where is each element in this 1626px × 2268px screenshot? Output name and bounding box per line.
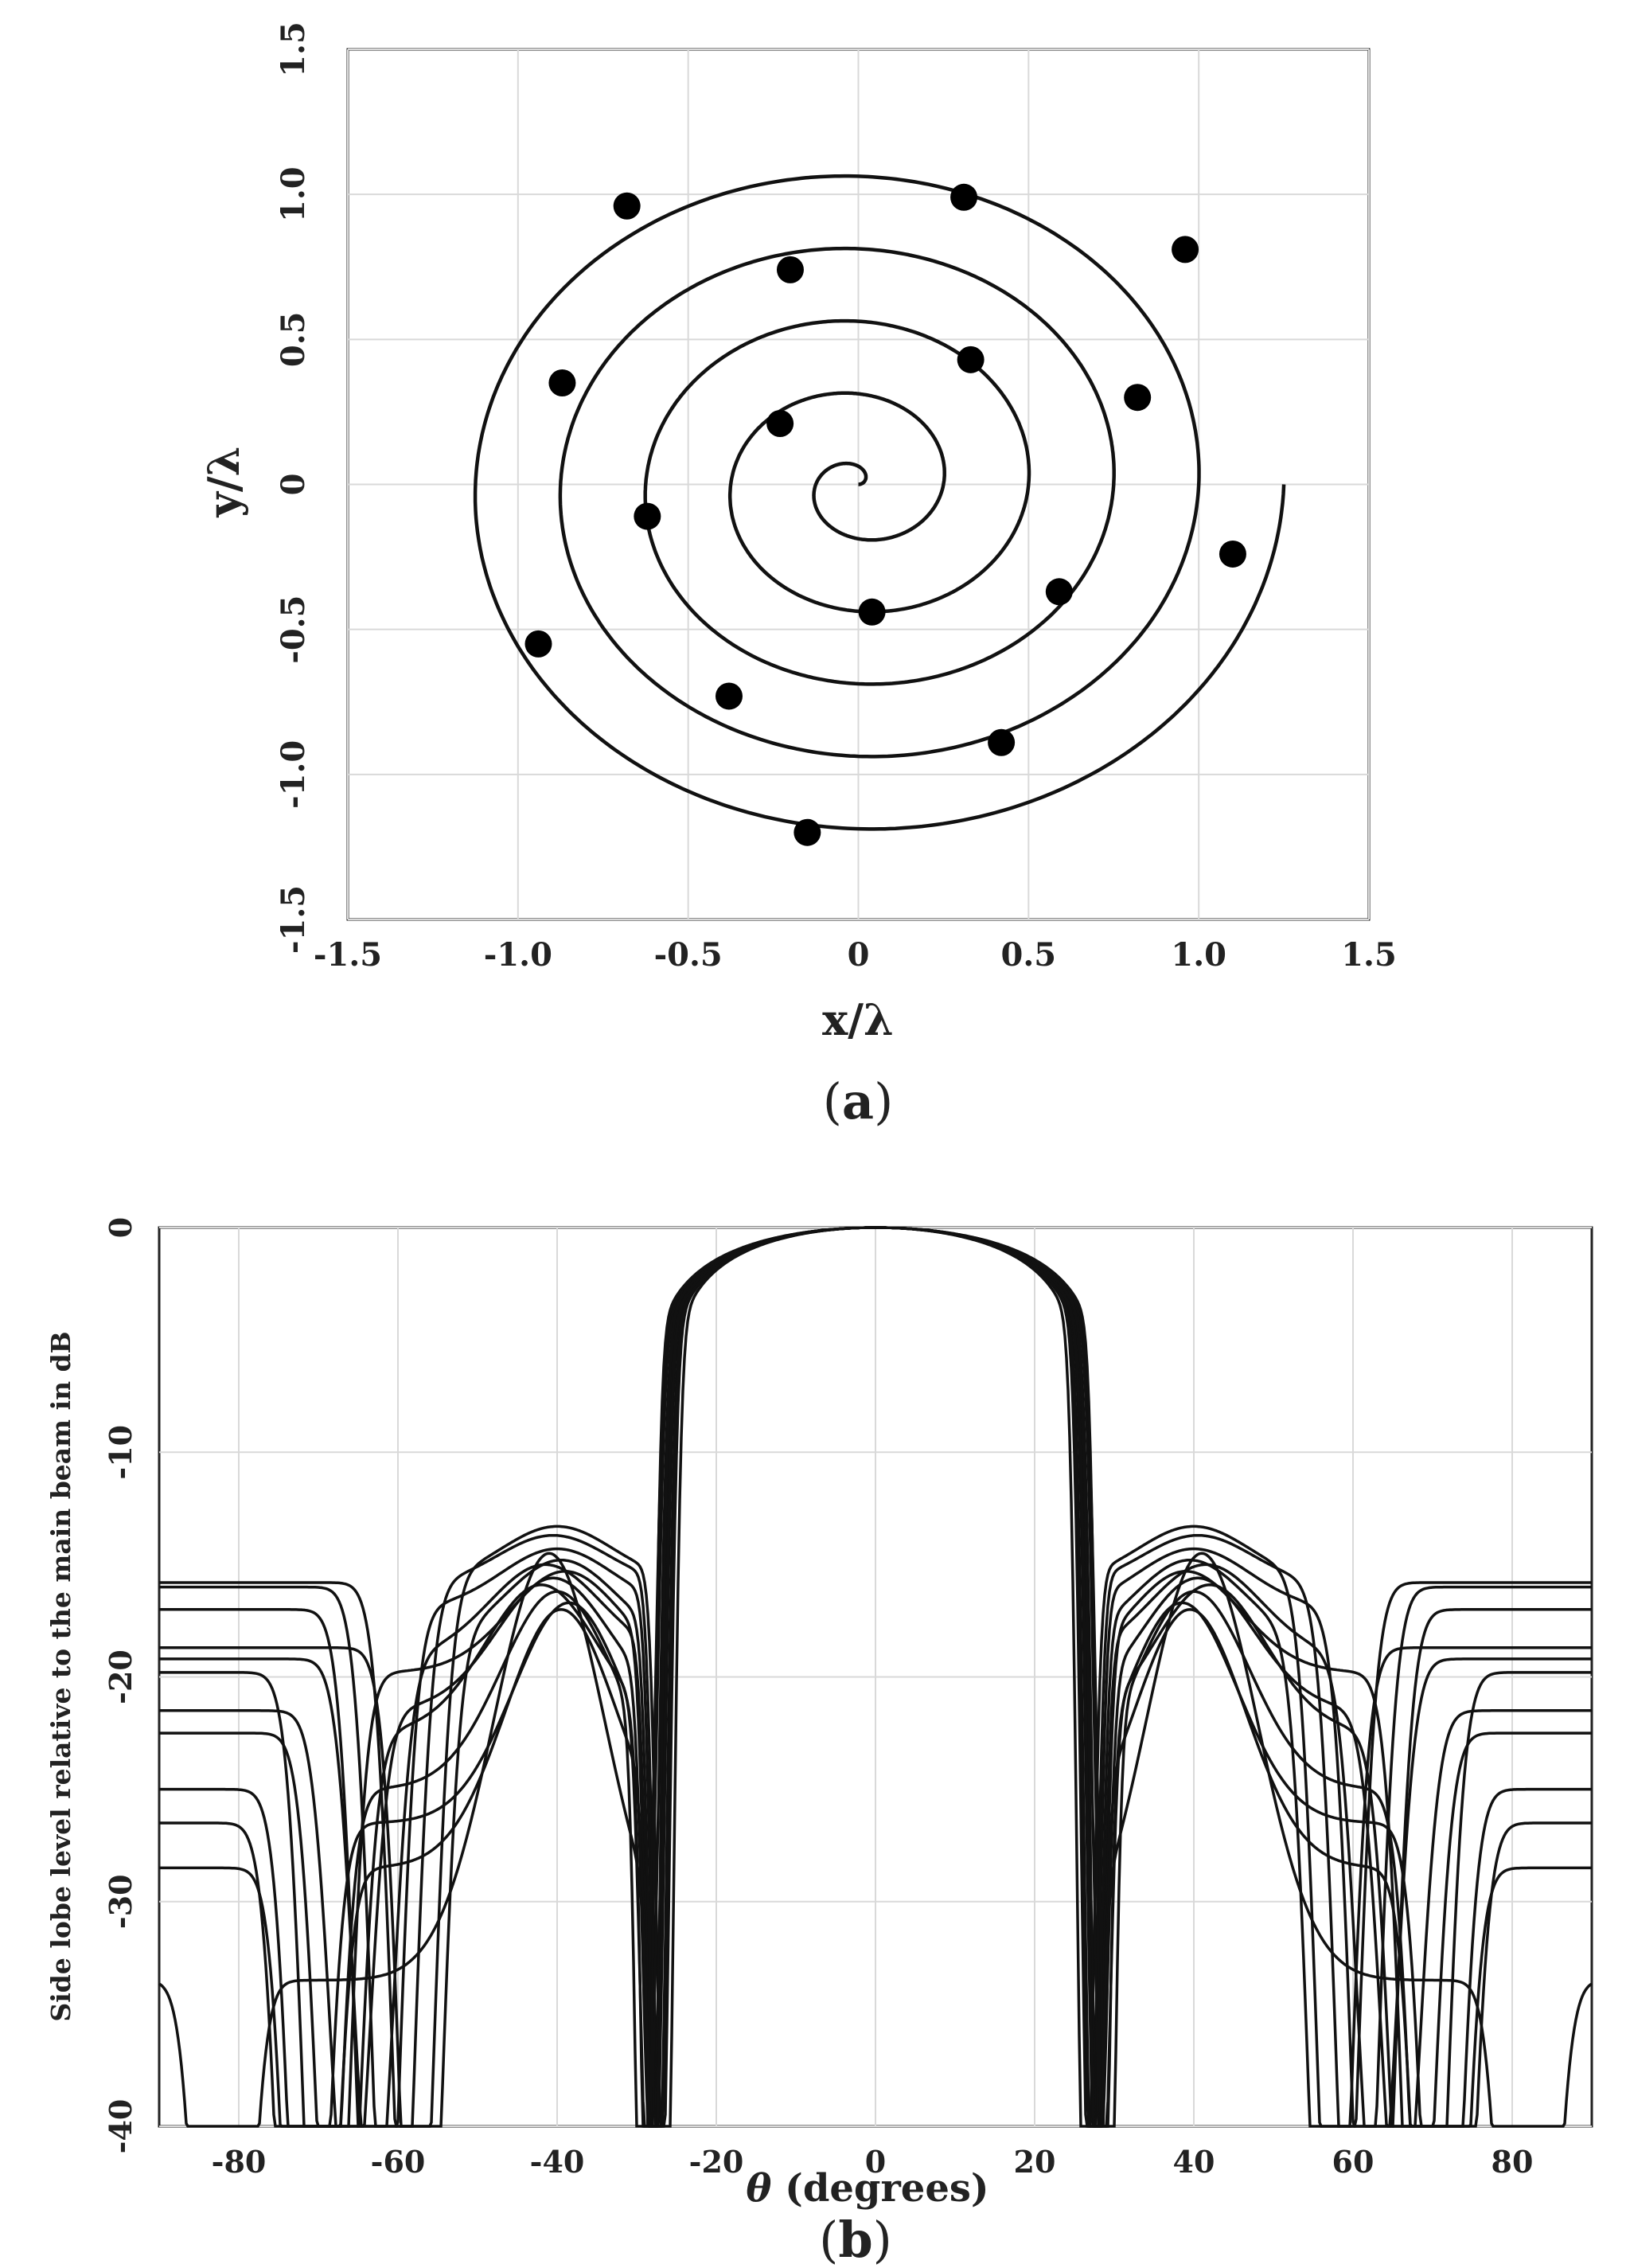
array-element-point [1045,578,1073,606]
y-tick-label: 0 [103,1217,138,1238]
y-tick-label: 1.0 [275,166,312,222]
y-tick-label: 1.5 [275,21,312,77]
x-tick-label: -80 [212,2144,267,2180]
array-element-point [548,369,576,396]
array-element-point [794,818,821,846]
array-element-point [957,345,985,373]
x-tick-label: -0.5 [654,936,723,974]
x-tick-label: 0 [848,936,870,974]
array-element-point [1219,540,1246,568]
side-lobe-pattern-plot: -80 -60 -40 -20 0 20 40 60 80 0 -10 -20 -30 -40 θ (d… [45,1217,1593,2268]
array-element-point [715,682,743,710]
element-positions [524,183,1246,846]
pattern-series-12 [158,1226,1593,2128]
y-tick-label: -30 [103,1874,138,1929]
x-tick-label: 60 [1332,2144,1374,2180]
plot-a-y-tick-labels: -1.5 -1.0 -0.5 0 0.5 1.0 1.5 [275,21,312,954]
spiral-line [473,174,1286,831]
y-tick-label: -1.0 [275,740,312,809]
x-tick-label: -40 [530,2144,585,2180]
plot-b-x-tick-labels: -80 -60 -40 -20 0 20 40 60 80 [212,2144,1534,2180]
array-element-point [776,256,804,283]
y-tick-label: 0 [275,474,312,496]
caption-b: (b) [819,2211,892,2268]
x-tick-label: -60 [371,2144,426,2180]
x-tick-label: -1.5 [314,936,382,974]
y-tick-label: -0.5 [275,595,312,664]
x-tick-label: 1.0 [1171,936,1226,974]
caption-a: (a) [823,1072,894,1130]
x-tick-label: -1.0 [484,936,552,974]
array-element-point [1124,384,1152,412]
array-element-point [524,630,552,658]
spiral-curve [473,174,1286,831]
y-tick-label: -40 [103,2099,138,2154]
y-tick-label: -10 [103,1425,138,1480]
array-element-point [858,598,886,626]
plot-a-y-axis-label: y/λ [198,447,249,518]
array-element-point [766,409,794,437]
array-element-point [988,728,1016,756]
y-tick-label: -20 [103,1649,138,1704]
x-tick-label: 0.5 [1001,936,1057,974]
array-element-point [1172,236,1199,263]
pattern-curves [158,1226,1593,2128]
array-element-point [634,502,661,530]
plot-b-y-tick-labels: 0 -10 -20 -30 -40 [103,1217,138,2154]
plot-a-x-tick-labels: -1.5 -1.0 -0.5 0 0.5 1.0 1.5 [314,936,1397,974]
array-element-point [613,192,641,220]
x-tick-label: 40 [1173,2144,1215,2180]
spiral-array-plot: -1.5 -1.0 -0.5 0 0.5 1.0 1.5 -1.5 -1.0 -0.5 0 0.5 1… [198,21,1397,1130]
plot-b-y-axis-label: Side lobe level relative to the main bea… [45,1331,76,2021]
plot-b-x-axis-label: θ (degrees) [746,2166,988,2211]
x-tick-label: 20 [1014,2144,1056,2180]
x-tick-label: -20 [689,2144,744,2180]
plot-a-grid [347,49,1370,920]
y-tick-label: 0.5 [275,312,312,368]
x-tick-label: 80 [1491,2144,1534,2180]
y-tick-label: -1.5 [275,885,312,954]
x-tick-label: 0 [865,2144,886,2180]
array-element-point [950,183,978,211]
plot-a-x-axis-label: x/λ [822,994,894,1045]
x-tick-label: 1.5 [1341,936,1397,974]
